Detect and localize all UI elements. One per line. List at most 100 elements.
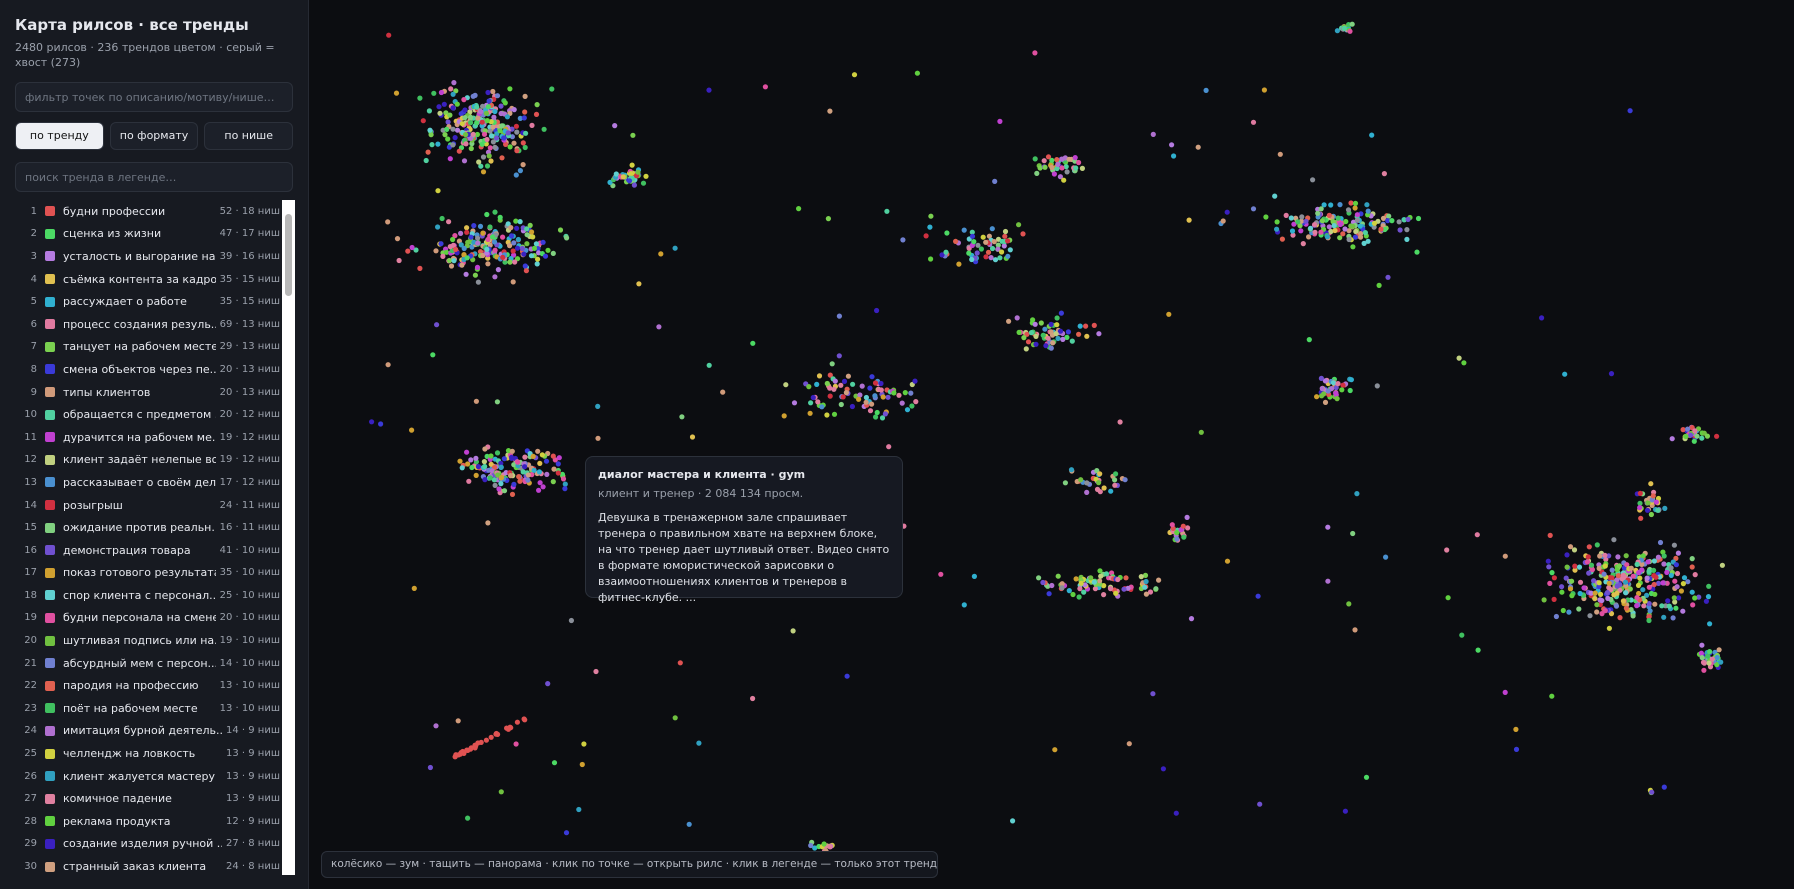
reel-dot[interactable] [489,468,495,474]
reel-dot[interactable] [1007,247,1013,253]
reel-dot[interactable] [500,234,506,240]
reel-dot[interactable] [1097,568,1103,574]
reel-dot[interactable] [464,225,470,231]
reel-dot[interactable] [914,70,921,76]
reel-dot[interactable] [1502,689,1508,696]
reel-dot[interactable] [1674,570,1681,577]
reel-dot[interactable] [1014,315,1020,321]
legend-item[interactable]: 5 рассуждает о работе 35 · 15 ниш [15,290,280,313]
reel-dot[interactable] [863,399,869,405]
reel-dot[interactable] [517,168,523,174]
reel-dot[interactable] [689,434,696,440]
legend-item[interactable]: 29 создание изделия ручной ... 27 · 8 ниш [15,833,280,856]
reel-dot[interactable] [1646,601,1652,607]
reel-dot[interactable] [484,118,490,124]
reel-dot[interactable] [494,450,501,456]
reel-dot[interactable] [1553,613,1559,620]
reel-dot[interactable] [534,261,540,267]
reel-dot[interactable] [463,132,469,138]
reel-dot[interactable] [1325,388,1331,394]
reel-dot[interactable] [706,87,712,93]
reel-dot[interactable] [559,471,565,477]
reel-dot[interactable] [1376,282,1382,288]
reel-dot[interactable] [1295,219,1301,225]
reel-dot[interactable] [1671,542,1677,548]
reel-dot[interactable] [808,842,814,849]
reel-dot[interactable] [1705,653,1711,659]
reel-dot[interactable] [1634,595,1640,601]
reel-dot[interactable] [427,764,433,771]
reel-dot[interactable] [493,730,499,737]
legend-item[interactable]: 9 типы клиентов 20 · 13 ниш [15,381,280,404]
reel-dot[interactable] [1112,477,1118,483]
reel-dot[interactable] [1084,480,1090,486]
reel-dot[interactable] [499,155,505,161]
reel-dot[interactable] [1683,433,1689,439]
reel-dot[interactable] [396,257,402,264]
reel-dot[interactable] [1461,360,1467,366]
reel-dot[interactable] [488,453,494,459]
legend-item[interactable]: 19 будни персонала на смене 20 · 10 ниш [15,607,280,630]
reel-dot[interactable] [1611,592,1617,598]
reel-dot[interactable] [1634,603,1640,609]
reel-dot[interactable] [1307,225,1314,231]
reel-dot[interactable] [468,135,474,141]
reel-dot[interactable] [474,264,481,270]
reel-dot[interactable] [953,238,959,244]
reel-dot[interactable] [1107,586,1114,592]
reel-dot[interactable] [819,404,825,410]
reel-dot[interactable] [491,477,497,483]
reel-dot[interactable] [1502,553,1508,559]
reel-dot[interactable] [1023,346,1029,352]
reel-dot[interactable] [508,233,515,239]
reel-dot[interactable] [1611,537,1617,543]
reel-dot[interactable] [885,394,891,400]
reel-dot[interactable] [465,815,471,821]
reel-dot[interactable] [1062,480,1068,486]
reel-dot[interactable] [656,324,662,330]
reel-dot[interactable] [1563,575,1569,581]
reel-dot[interactable] [1602,552,1608,558]
reel-dot[interactable] [1606,580,1612,586]
reel-dot[interactable] [438,89,444,96]
reel-dot[interactable] [527,222,533,228]
reel-dot[interactable] [1306,234,1312,240]
reel-dot[interactable] [838,401,844,408]
reel-dot[interactable] [857,392,863,398]
reel-dot[interactable] [1318,229,1324,235]
reel-dot[interactable] [791,400,798,406]
reel-dot[interactable] [453,246,459,252]
reel-dot[interactable] [1547,532,1553,539]
reel-dot[interactable] [1352,205,1358,211]
scroll-thumb[interactable] [285,214,292,296]
reel-dot[interactable] [1661,561,1667,567]
reel-dot[interactable] [1002,228,1009,235]
mode-button[interactable]: по формату [109,122,199,150]
reel-dot[interactable] [484,163,491,169]
reel-dot[interactable] [1547,580,1553,587]
reel-dot[interactable] [1332,227,1338,234]
scrollbar[interactable] [282,200,295,875]
reel-dot[interactable] [1705,594,1712,600]
reel-dot[interactable] [874,409,880,416]
reel-dot[interactable] [1078,580,1084,586]
reel-dot[interactable] [1638,515,1644,521]
reel-dot[interactable] [1049,164,1055,170]
legend-item[interactable]: 23 поёт на рабочем месте 13 · 10 ниш [15,697,280,720]
reel-dot[interactable] [1094,486,1101,492]
reel-dot[interactable] [1188,616,1195,622]
reel-dot[interactable] [435,188,441,194]
reel-dot[interactable] [1263,214,1269,220]
reel-dot[interactable] [531,467,537,473]
reel-dot[interactable] [507,243,513,249]
reel-dot[interactable] [1567,544,1574,550]
reel-dot[interactable] [672,245,678,251]
reel-dot[interactable] [464,449,470,455]
reel-dot[interactable] [1112,482,1118,488]
reel-dot[interactable] [1601,571,1607,577]
reel-dot[interactable] [1092,586,1098,592]
reel-dot[interactable] [831,411,838,417]
reel-dot[interactable] [1083,323,1089,329]
reel-dot[interactable] [849,403,856,410]
reel-dot[interactable] [1021,335,1027,341]
